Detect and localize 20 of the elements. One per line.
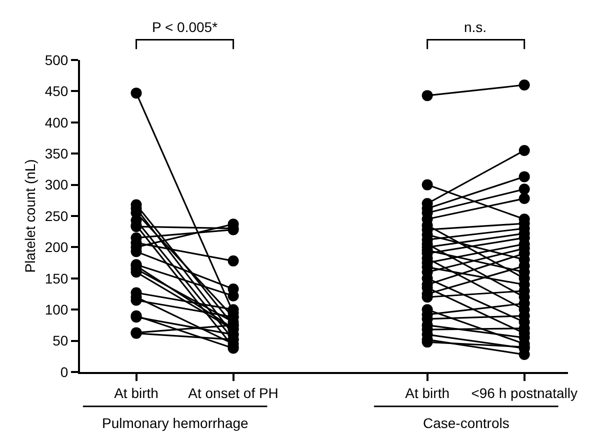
text: Pulmonary hemorrhage — [102, 415, 249, 431]
x-tick-label: At birth — [114, 384, 158, 401]
y-tick-label: 450 — [44, 83, 68, 100]
y-tick-label: 150 — [44, 270, 68, 286]
y-tick-label: 0 — [60, 364, 68, 380]
y-axis-title: Platelet count (nL) — [22, 159, 38, 273]
y-tick-label: 400 — [44, 114, 68, 130]
x-tick-label: At onset of PH — [188, 384, 278, 401]
x-tick-label: At birth — [405, 384, 450, 401]
y-tick-label: 200 — [44, 239, 68, 256]
text: n.s. — [464, 19, 487, 35]
x-tick-label: <96 h postnatally — [471, 384, 578, 401]
y-tick-label: 250 — [44, 208, 68, 224]
y-tick-label: 350 — [44, 146, 68, 162]
y-tick-label: 300 — [44, 176, 68, 193]
y-tick-label: 100 — [44, 302, 68, 318]
text: P < 0.005* — [152, 19, 218, 35]
y-tick-label: 500 — [44, 52, 68, 68]
y-tick-label: 50 — [52, 332, 68, 349]
text: Case-controls — [423, 415, 510, 431]
